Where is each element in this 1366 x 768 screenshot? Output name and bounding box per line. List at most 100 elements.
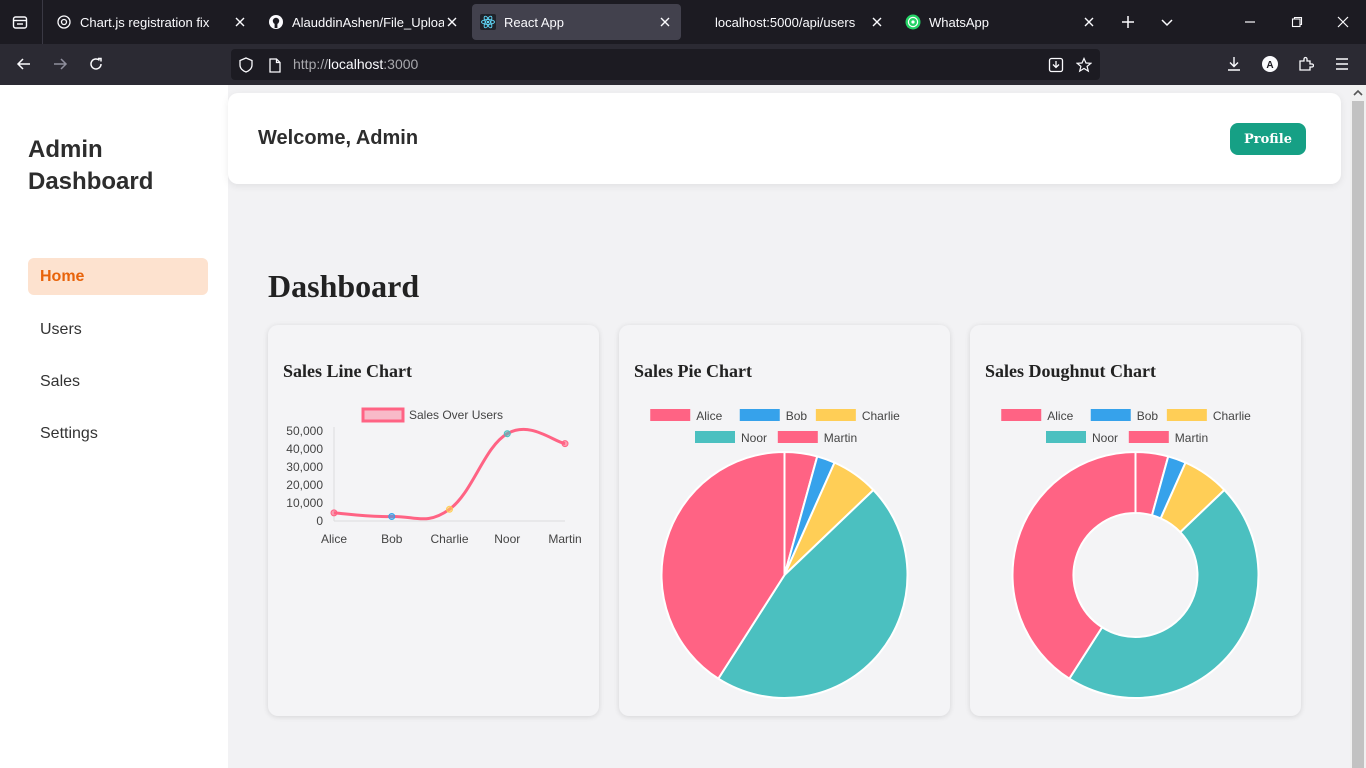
x-tick-label: Alice xyxy=(321,532,347,546)
close-icon[interactable] xyxy=(657,14,673,30)
scroll-thumb[interactable] xyxy=(1352,101,1364,768)
menu-icon[interactable] xyxy=(1330,52,1354,76)
x-tick-label: Martin xyxy=(548,532,581,546)
extensions-icon[interactable] xyxy=(1294,52,1318,76)
tab-api-users[interactable]: localhost:5000/api/users xyxy=(685,4,893,40)
url-bar[interactable]: http://localhost:3000 xyxy=(231,49,1100,80)
restore-icon[interactable] xyxy=(1285,10,1309,34)
page-icon[interactable] xyxy=(266,56,284,74)
card-title: Sales Pie Chart xyxy=(634,361,752,381)
legend-label: Martin xyxy=(1175,431,1208,445)
tab-title: WhatsApp xyxy=(929,14,989,30)
github-icon xyxy=(268,14,284,30)
y-tick-label: 40,000 xyxy=(286,442,323,456)
tab-title: Chart.js registration fix xyxy=(80,14,210,30)
legend-label: Bob xyxy=(1137,409,1159,423)
legend-label: Charlie xyxy=(1213,409,1251,423)
sidebar: Admin Dashboard Home Users Sales Setting… xyxy=(0,85,228,768)
series-line xyxy=(333,427,566,521)
sidebar-item-sales[interactable]: Sales xyxy=(28,363,208,400)
bookmark-star-icon[interactable] xyxy=(1074,55,1094,75)
data-point xyxy=(446,505,453,513)
browser-tab-bar: Chart.js registration fix AlauddinAshen/… xyxy=(0,0,1366,44)
back-icon[interactable] xyxy=(12,52,36,76)
close-icon[interactable] xyxy=(444,14,460,30)
header-card: Welcome, Admin Profile xyxy=(228,93,1341,184)
sidebar-item-label: Users xyxy=(40,320,82,338)
legend-label: Noor xyxy=(1092,431,1118,445)
legend-swatch xyxy=(695,431,735,443)
legend-swatch xyxy=(777,431,818,443)
pie-slice xyxy=(1067,488,1260,699)
close-icon[interactable] xyxy=(869,14,885,30)
y-tick-label: 50,000 xyxy=(286,424,323,438)
legend-swatch xyxy=(361,407,405,423)
legend-swatch xyxy=(1166,409,1207,421)
page-title: Dashboard xyxy=(268,268,420,304)
window-close-icon[interactable] xyxy=(1331,10,1355,34)
data-point xyxy=(503,430,511,438)
sidebar-item-settings[interactable]: Settings xyxy=(28,415,208,452)
page-viewport: Admin Dashboard Home Users Sales Setting… xyxy=(0,85,1350,768)
scrollbar[interactable] xyxy=(1350,85,1366,768)
tab-chatgpt[interactable]: Chart.js registration fix xyxy=(48,4,256,40)
legend-label: Alice xyxy=(1047,409,1073,423)
url-text[interactable]: http://localhost:3000 xyxy=(293,56,418,72)
view-tabs-icon[interactable] xyxy=(8,10,32,34)
page-download-icon[interactable] xyxy=(1046,55,1066,75)
data-point xyxy=(561,440,569,448)
react-icon xyxy=(480,14,496,30)
doughnut-chart: Alice Bob Charlie Noor Martin xyxy=(1001,409,1260,699)
sidebar-item-label: Sales xyxy=(40,372,81,390)
sidebar-item-label: Settings xyxy=(40,424,98,442)
legend-label: Bob xyxy=(786,409,808,423)
pie-chart: Alice Bob Charlie Noor Martin xyxy=(650,409,909,699)
tab-whatsapp[interactable]: WhatsApp xyxy=(897,4,1105,40)
welcome-text: Welcome, Admin xyxy=(258,127,419,149)
url-host: localhost xyxy=(328,56,384,72)
legend-swatch xyxy=(1128,431,1169,443)
new-tab-icon[interactable] xyxy=(1116,10,1140,34)
brand-title: Admin Dashboard xyxy=(28,136,154,195)
legend-label: Noor xyxy=(741,431,767,445)
shield-icon[interactable] xyxy=(237,56,255,74)
data-point xyxy=(330,509,338,517)
close-icon[interactable] xyxy=(232,14,248,30)
forward-icon[interactable] xyxy=(48,52,72,76)
tab-title: AlauddinAshen/File_Upload_N xyxy=(292,14,444,30)
reload-icon[interactable] xyxy=(84,52,108,76)
tab-react-app[interactable]: React App xyxy=(472,4,681,40)
pie-slice xyxy=(1011,450,1137,681)
x-tick-label: Charlie xyxy=(430,532,468,546)
list-all-tabs-icon[interactable] xyxy=(1155,10,1179,34)
tab-github[interactable]: AlauddinAshen/File_Upload_N xyxy=(260,4,468,40)
line-chart-card: Sales Line Chart Sales Over Users 0 10,000… xyxy=(268,325,599,716)
legend-label: Charlie xyxy=(862,409,900,423)
legend-label: Alice xyxy=(696,409,722,423)
downloads-icon[interactable] xyxy=(1222,52,1246,76)
legend-label: Martin xyxy=(824,431,857,445)
url-prefix: http:// xyxy=(293,56,329,72)
y-tick-label: 0 xyxy=(316,514,323,528)
legend-swatch xyxy=(1001,409,1042,421)
line-chart: Sales Over Users 0 10,000 20,000 30,000 40,00… xyxy=(286,407,582,546)
whatsapp-icon xyxy=(905,14,921,30)
tab-title: React App xyxy=(504,14,564,30)
data-point xyxy=(388,513,396,520)
close-icon[interactable] xyxy=(1081,14,1097,30)
profile-button[interactable]: Profile xyxy=(1230,123,1306,155)
x-tick-label: Noor xyxy=(494,532,520,546)
scroll-up-icon[interactable] xyxy=(1350,85,1366,101)
account-avatar-icon[interactable]: A xyxy=(1258,52,1282,76)
y-tick-label: 10,000 xyxy=(286,496,323,510)
minimize-icon[interactable] xyxy=(1238,10,1262,34)
openai-icon xyxy=(56,14,72,30)
sidebar-item-users[interactable]: Users xyxy=(28,311,208,348)
pie-slice xyxy=(716,488,909,699)
legend-swatch xyxy=(739,409,780,421)
sidebar-item-home[interactable]: Home xyxy=(28,258,208,295)
doughnut-chart-card: Sales Doughnut Chart Alice Bob Charlie Noor… xyxy=(970,325,1301,716)
y-tick-label: 30,000 xyxy=(286,460,323,474)
y-tick-label: 20,000 xyxy=(286,478,323,492)
card-title: Sales Doughnut Chart xyxy=(985,361,1157,381)
